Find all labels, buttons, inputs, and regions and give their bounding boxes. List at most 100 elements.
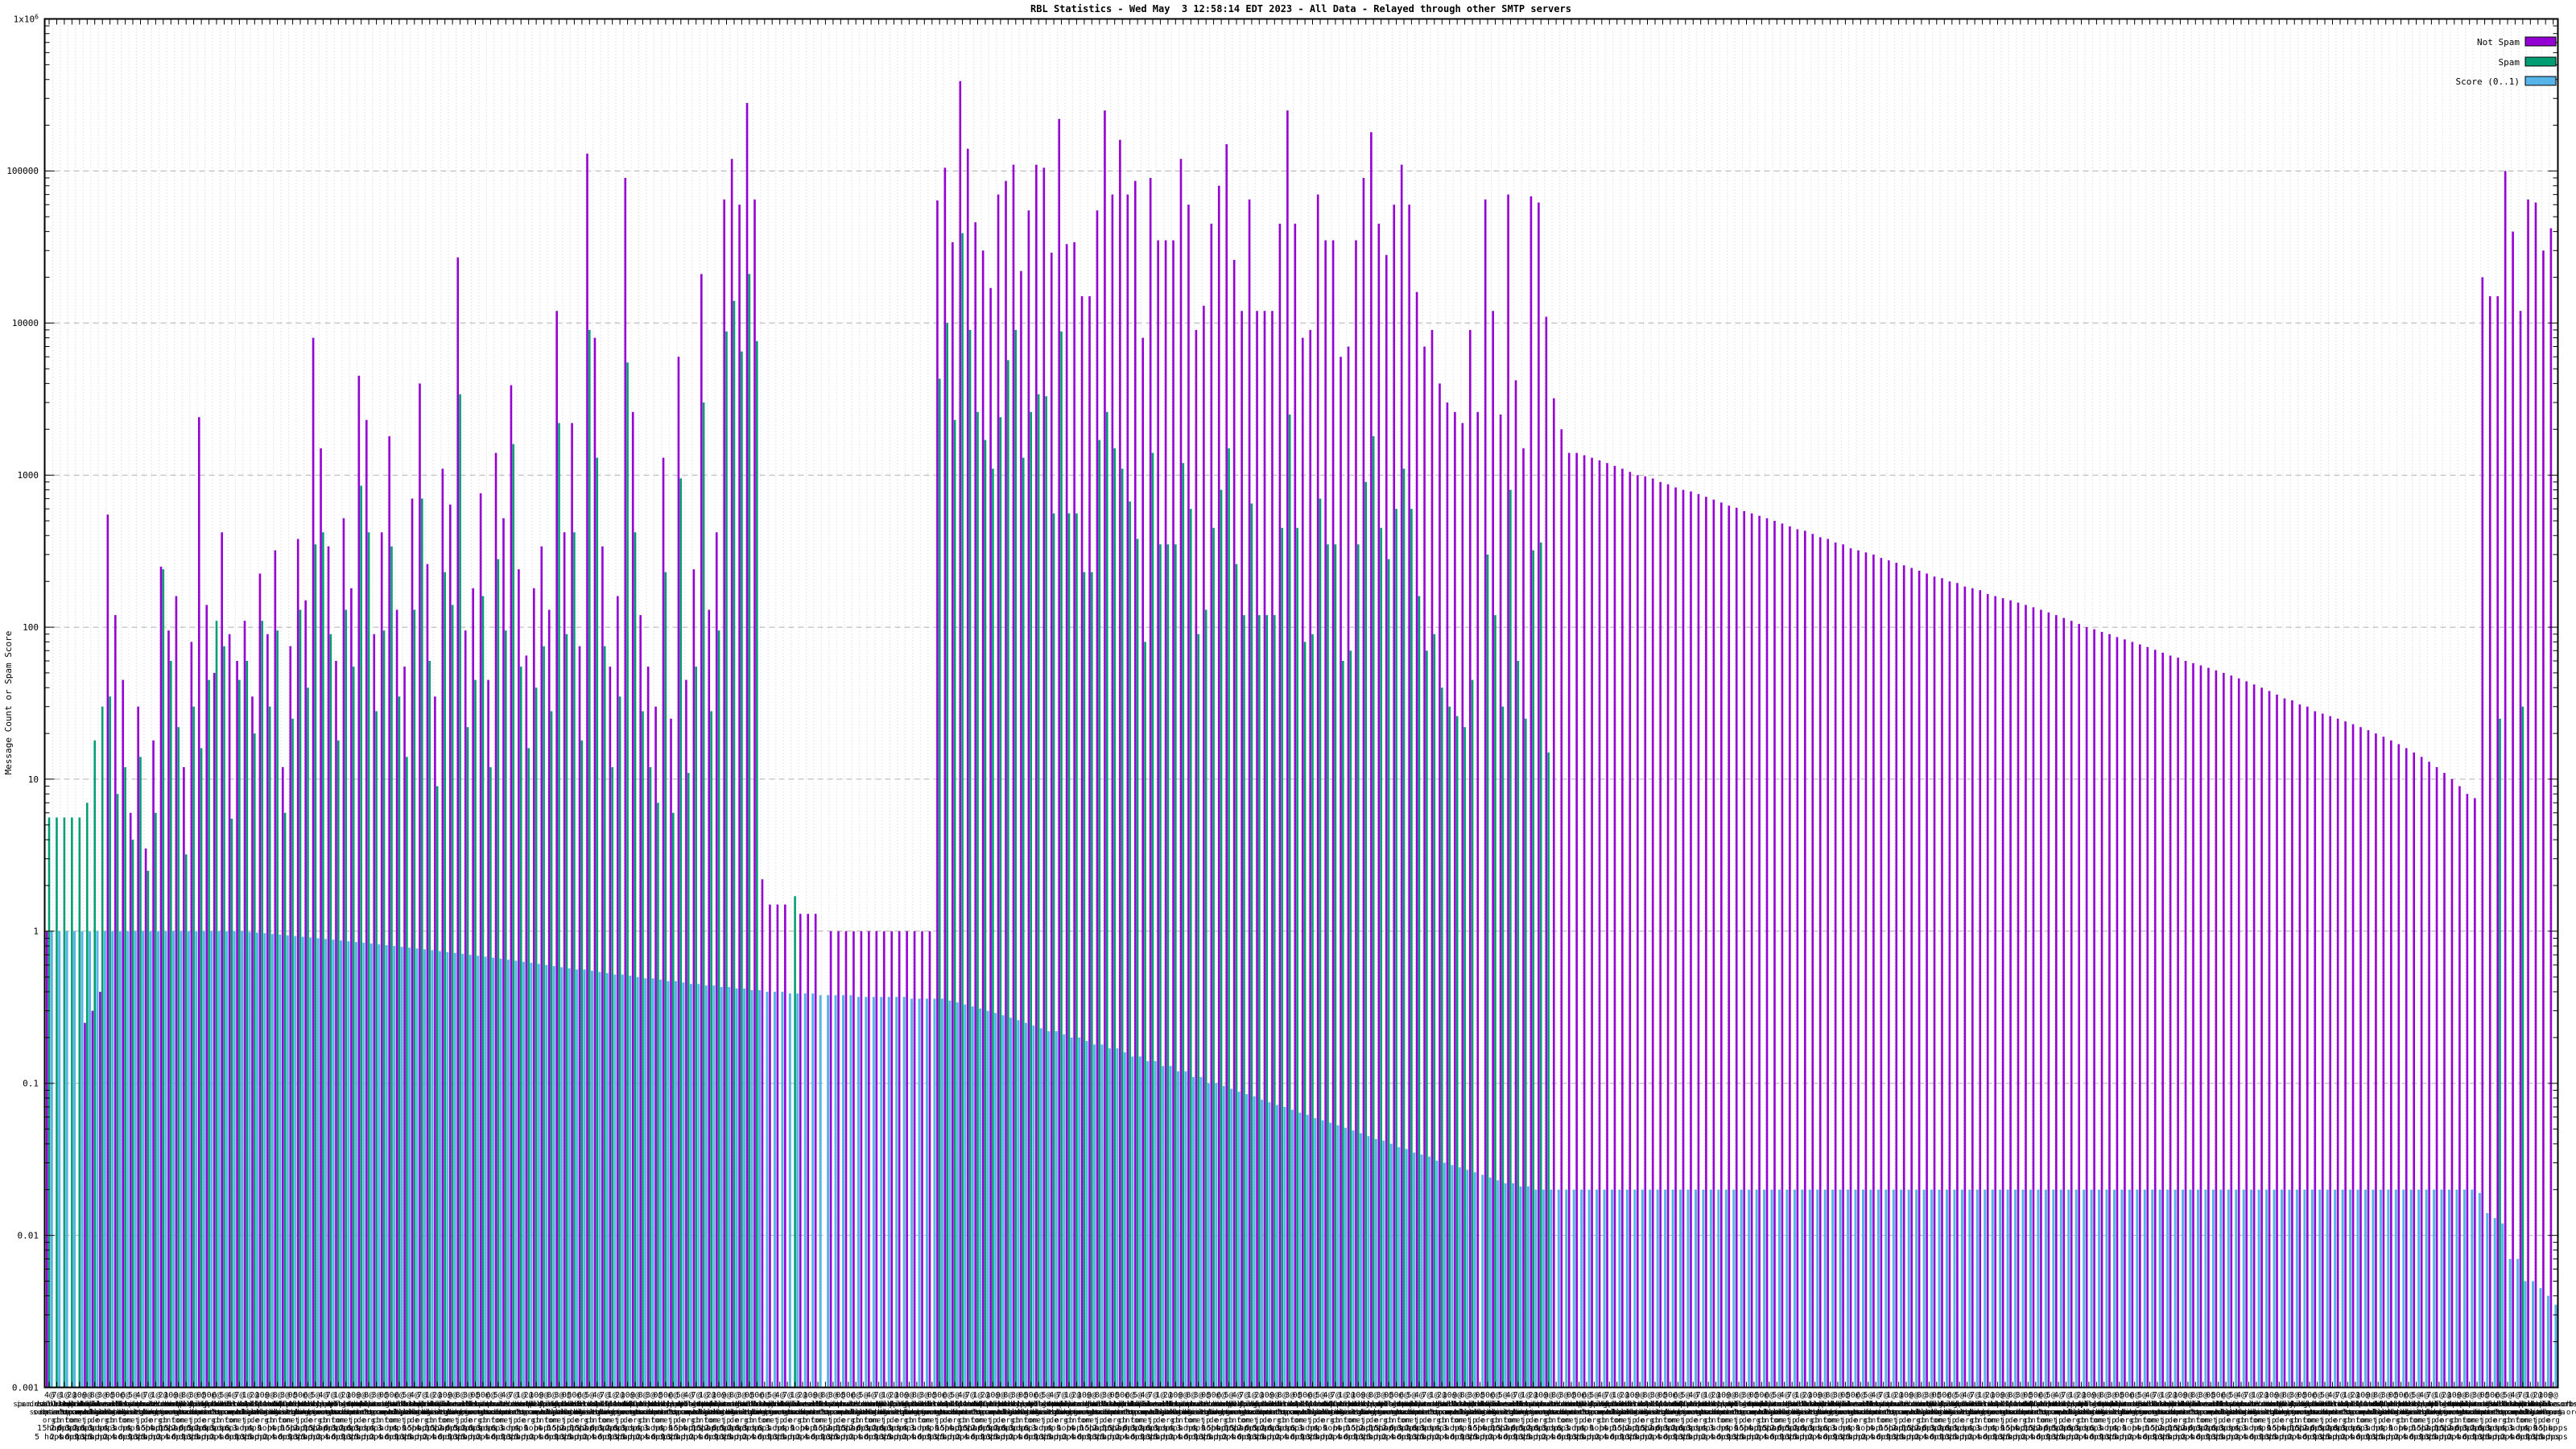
x-tick-label: 4 hops xyxy=(392,1424,421,1433)
x-tick-label: all.s5h xyxy=(460,1401,491,1409)
x-tick-label: 1 hop xyxy=(2000,1424,2025,1433)
x-tick-label: 0@ xyxy=(653,1391,663,1400)
x-tick-label: surriel.com xyxy=(2316,1409,2364,1417)
x-tick-label: mailspike.net xyxy=(1490,1409,1546,1417)
x-tick-label: babl.rbl.webiron xyxy=(37,1401,107,1409)
x-tick-label: manitu.net xyxy=(902,1409,946,1417)
x-tick-label: 2 hops xyxy=(1381,1424,1410,1433)
x-tick-label: 10@ xyxy=(1716,1391,1731,1400)
x-tick-label: ix.dnsbl.manitu xyxy=(716,1401,782,1409)
x-tick-label: 3 hops xyxy=(2531,1433,2560,1442)
x-tick-label: 3@ xyxy=(1285,1391,1294,1400)
x-tick-label: de xyxy=(1582,1417,1591,1425)
x-tick-label: 1 hop xyxy=(182,1433,206,1442)
x-tick-label: unsubscore.com xyxy=(2104,1409,2165,1417)
x-tick-label: 4 hops xyxy=(1214,1424,1243,1433)
x-tick-label: 5 hops xyxy=(1579,1433,1608,1442)
x-tick-label: de xyxy=(2541,1417,2550,1425)
x-tick-label: jp xyxy=(1202,1417,1211,1425)
x-tick-label: 4 hops xyxy=(1724,1424,1753,1433)
x-tick-label: blocklist.de xyxy=(251,1409,303,1417)
x-tick-label: drone.abuse.ch xyxy=(1860,1401,1922,1409)
x-tick-label: 3 hops xyxy=(1732,1433,1761,1442)
x-tick-label: 50@ xyxy=(841,1391,856,1400)
x-tick-label: gbudb.net xyxy=(174,1409,213,1417)
x-tick-label: 5 hops xyxy=(940,1433,969,1442)
x-tick-label: zen.spamhaus xyxy=(2284,1401,2336,1409)
x-tick-label: 6 hops xyxy=(1184,1433,1213,1442)
x-tick-label: 2 hops xyxy=(872,1424,901,1433)
x-tick-label: dnsbl.sorbs xyxy=(2529,1401,2576,1409)
x-tick-label: 3 hops xyxy=(354,1424,383,1433)
x-tick-label: 1 hop xyxy=(448,1433,473,1442)
x-tick-label: 1@ xyxy=(699,1391,708,1400)
x-tick-label: 4 hops xyxy=(126,1424,155,1433)
x-tick-label: uceprotect xyxy=(926,1409,969,1417)
x-tick-label: 4 hops xyxy=(111,1433,140,1442)
x-tick-label: 7@ xyxy=(234,1391,244,1400)
x-tick-label: spamrats.com xyxy=(1522,1409,1575,1417)
x-tick-label: 6 hops xyxy=(225,1433,254,1442)
x-tick-label: org xyxy=(202,1417,215,1425)
x-tick-label: 2 hops xyxy=(971,1424,1000,1433)
x-tick-label: 1 hop xyxy=(2123,1424,2147,1433)
x-tick-label: 6 hops xyxy=(491,1424,520,1433)
grid xyxy=(44,19,2558,1388)
x-tick-label: ch xyxy=(1385,1417,1393,1425)
x-tick-label: 2 hops xyxy=(583,1424,612,1433)
x-tick-label: sorbs.net xyxy=(2313,1409,2352,1417)
x-tick-label: 4@ xyxy=(501,1391,510,1400)
x-tick-label: zen.spamhaus xyxy=(1934,1401,1986,1409)
x-tick-label: 1 hop xyxy=(1513,1433,1538,1442)
x-tick-label: abuseat.org xyxy=(1327,1409,1375,1417)
x-tick-label: 5 hops xyxy=(1633,1433,1662,1442)
x-tick-label: 5@ xyxy=(584,1391,594,1400)
x-tick-label: jp xyxy=(935,1417,944,1425)
x-tick-label: 2 hops xyxy=(1793,1424,1822,1433)
x-tick-label: httpbl.abuse.ch xyxy=(405,1401,470,1409)
x-tick-label: info xyxy=(748,1417,766,1425)
x-tick-label: 5 hops xyxy=(1519,1424,1548,1433)
x-tick-label: z.mailspike xyxy=(2141,1401,2190,1409)
x-tick-label: 3 hops xyxy=(1785,1433,1814,1442)
x-tick-label: 2 hops xyxy=(1062,1433,1091,1442)
x-tick-label: wpbl.info xyxy=(2511,1409,2550,1417)
x-tick-label: barracuda xyxy=(2222,1409,2261,1417)
x-tick-label: jp xyxy=(1735,1417,1744,1425)
x-tick-label: jp xyxy=(1468,1417,1477,1425)
x-tick-label: 3 hops xyxy=(2318,1433,2347,1442)
x-tick-label: b.barracudacentral xyxy=(2217,1401,2296,1409)
x-tick-label: 8@ xyxy=(90,1391,100,1400)
x-tick-label: multi.surbl xyxy=(1190,1401,1238,1409)
x-tick-label: 5 hops xyxy=(1352,1424,1381,1433)
x-tick-label: 3@ xyxy=(646,1391,655,1400)
x-tick-label: httpbl.abuse.ch xyxy=(754,1401,819,1409)
x-tick-label: 2 hops xyxy=(2341,1433,2370,1442)
x-tick-label: 1 hop xyxy=(1727,1433,1751,1442)
x-tick-label: redhawk.org xyxy=(1296,1409,1344,1417)
x-tick-label: wormrbl.imp xyxy=(794,1401,842,1409)
x-tick-label: 6@ xyxy=(760,1391,770,1400)
x-tick-label: 6 hops xyxy=(1945,1424,1974,1433)
x-tick-label: net xyxy=(872,1417,885,1425)
x-tick-label: b.barracudacentral xyxy=(1166,1401,1245,1409)
x-tick-label: 7@ xyxy=(600,1391,609,1400)
x-tick-label: 0@ xyxy=(2023,1391,2033,1400)
y-tick-label: 10000 xyxy=(12,318,39,328)
x-tick-label: net xyxy=(1565,1417,1578,1425)
x-tick-label: blocklist.de xyxy=(403,1409,456,1417)
x-tick-label: 4 hops xyxy=(1991,1424,2020,1433)
x-tick-label: list.dsbl xyxy=(898,1401,937,1409)
x-tick-label: socks.dnsbl.sorbs xyxy=(2211,1401,2285,1409)
x-tick-label: 1@ xyxy=(1430,1391,1439,1400)
x-tick-label: 4 hops xyxy=(1922,1433,1951,1442)
x-tick-label: spamhaus.org xyxy=(548,1409,601,1417)
x-tick-label: info xyxy=(1547,1417,1565,1425)
x-tick-label: 6@ xyxy=(2221,1391,2231,1400)
x-tick-label: 6 hops xyxy=(1268,1424,1297,1433)
x-tick-label: wpbl.info xyxy=(836,1409,876,1417)
x-tick-label: 4 hops xyxy=(537,1433,566,1442)
x-tick-label: spamcop.net xyxy=(2476,1409,2524,1417)
x-tick-label: gbudb.net xyxy=(326,1409,365,1417)
x-tick-label: 2 hops xyxy=(1770,1424,1799,1433)
